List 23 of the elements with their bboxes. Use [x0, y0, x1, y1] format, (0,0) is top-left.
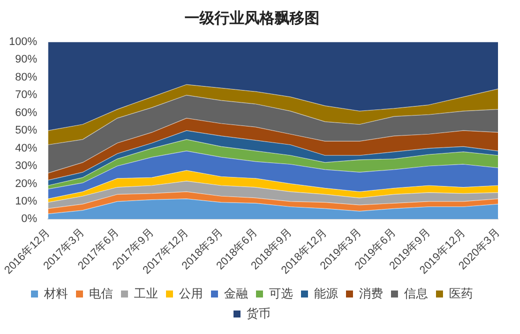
- y-tick-label: 50%: [15, 124, 38, 137]
- y-tick-label: 40%: [15, 142, 38, 154]
- y-tick-label: 80%: [15, 71, 38, 84]
- chart-title: 一级行业风格飘移图: [184, 10, 320, 28]
- y-tick-label: 30%: [15, 160, 38, 172]
- legend-label: 电信: [89, 286, 113, 300]
- legend-label: 消费: [359, 286, 383, 300]
- y-tick-label: 100%: [8, 36, 38, 48]
- y-tick-label: 70%: [15, 89, 38, 102]
- legend-label: 公用: [179, 286, 203, 300]
- legend-label: 信息: [404, 286, 428, 300]
- legend-label: 材料: [43, 286, 68, 300]
- legend-label: 金融: [224, 286, 248, 300]
- legend-label: 可选: [269, 286, 293, 300]
- y-tick-label: 90%: [15, 54, 38, 66]
- legend-label: 医药: [449, 286, 473, 300]
- y-tick-label: 0%: [21, 213, 38, 226]
- y-tick-label: 10%: [15, 195, 38, 208]
- y-tick-label: 60%: [15, 106, 38, 119]
- y-tick-label: 20%: [15, 178, 38, 190]
- legend-label: 能源: [314, 286, 338, 300]
- legend-label: 货币: [246, 306, 270, 320]
- legend-label: 工业: [134, 286, 158, 300]
